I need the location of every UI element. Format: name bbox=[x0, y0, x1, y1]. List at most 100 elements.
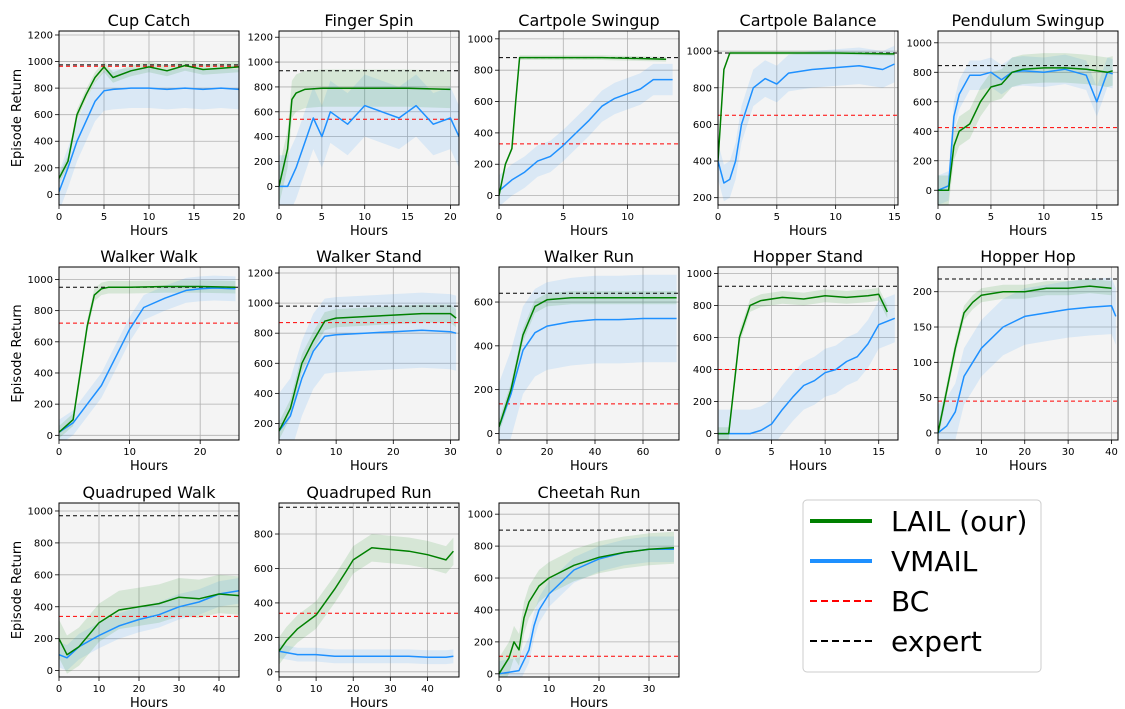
panel-title: Walker Stand bbox=[316, 247, 422, 266]
x-tick-label: 5 bbox=[988, 212, 994, 223]
vmail-series-line bbox=[938, 305, 1117, 434]
y-tick-label: 800 bbox=[34, 306, 53, 317]
lail-confidence-band bbox=[279, 69, 451, 205]
y-tick-label: 400 bbox=[34, 137, 53, 148]
legend-label: expert bbox=[891, 625, 982, 658]
vmail-confidence-band bbox=[938, 277, 1116, 440]
legend-label: BC bbox=[891, 585, 929, 618]
x-tick-label: 40 bbox=[589, 447, 602, 458]
y-tick-label: 1000 bbox=[248, 299, 273, 310]
panel-cartpole-swingup: 0 5 10 0 200 400 600 800 1000 Cartpole Swingup Hou… bbox=[468, 11, 680, 239]
lail-series-line bbox=[279, 547, 454, 652]
x-tick-label: 0 bbox=[496, 684, 502, 695]
legend-label: LAIL (our) bbox=[891, 505, 1027, 538]
x-tick-label: 30 bbox=[173, 684, 186, 695]
vmail-confidence-band bbox=[59, 275, 236, 440]
x-tick-label: 0 bbox=[496, 212, 502, 223]
plot-area bbox=[59, 275, 239, 440]
plot-area bbox=[279, 506, 459, 665]
x-tick-label: 5 bbox=[101, 212, 107, 223]
y-tick-label: 200 bbox=[474, 637, 493, 648]
legend-label: VMAIL bbox=[891, 545, 978, 578]
panel-title: Quadruped Run bbox=[306, 483, 431, 502]
plot-area bbox=[499, 55, 679, 205]
panel-frame bbox=[58, 266, 240, 441]
y-tick-label: 1000 bbox=[468, 34, 493, 45]
y-tick-label: 1000 bbox=[468, 510, 493, 521]
x-tick-label: 15 bbox=[888, 212, 901, 223]
panel-title: Cartpole Swingup bbox=[518, 11, 659, 30]
y-tick-label: 0 bbox=[47, 666, 53, 677]
x-axis-label: Hours bbox=[130, 459, 168, 474]
panel-hopper-stand: 0 5 10 15 0 200 400 600 800 1000 Hopper Stand Hours bbox=[687, 247, 899, 474]
x-tick-label: 30 bbox=[1062, 447, 1075, 458]
lail-confidence-band bbox=[59, 60, 239, 184]
y-tick-label: 0 bbox=[926, 428, 932, 439]
x-tick-label: 10 bbox=[829, 212, 842, 223]
y-tick-label: 1000 bbox=[28, 275, 53, 286]
y-tick-label: 800 bbox=[254, 82, 273, 93]
x-axis-label: Hours bbox=[130, 224, 168, 239]
panel-hopper-hop: 0 10 20 30 40 0 50 100 150 200 Hopper Hop Hours bbox=[913, 247, 1119, 474]
panel-background bbox=[279, 503, 459, 677]
y-tick-label: 1000 bbox=[907, 38, 932, 49]
x-tick-label: 0 bbox=[276, 684, 282, 695]
panel-background bbox=[59, 267, 239, 440]
y-tick-label: 150 bbox=[913, 323, 932, 334]
panel-cheetah-run: 0 10 20 30 0 200 400 600 800 1000 Cheetah Run Hours bbox=[468, 483, 680, 709]
panel-frame bbox=[937, 266, 1119, 441]
panel-title: Walker Walk bbox=[100, 247, 198, 266]
x-tick-label: 20 bbox=[194, 447, 207, 458]
vmail-series-line bbox=[938, 68, 1113, 191]
y-tick-label: 600 bbox=[913, 97, 932, 108]
vmail-series-line bbox=[59, 287, 236, 433]
panel-title: Hopper Stand bbox=[753, 247, 863, 266]
x-tick-label: 15 bbox=[188, 212, 201, 223]
y-tick-label: 0 bbox=[926, 186, 932, 197]
x-tick-label: 20 bbox=[444, 212, 457, 223]
vmail-series-line bbox=[499, 78, 673, 192]
x-axis-label: Hours bbox=[789, 224, 827, 239]
y-tick-label: 1000 bbox=[28, 506, 53, 517]
vmail-confidence-band bbox=[279, 292, 457, 440]
panel-title: Cartpole Balance bbox=[740, 11, 877, 30]
x-axis-label: Hours bbox=[570, 224, 608, 239]
panel-frame bbox=[498, 502, 680, 678]
plot-area bbox=[938, 277, 1118, 440]
plot-area bbox=[499, 529, 679, 677]
lail-series-line bbox=[279, 87, 451, 187]
plot-area bbox=[59, 515, 239, 674]
panel-pendulum-swingup: 0 5 10 15 0 200 400 600 800 1000 Pendulum Swingup H… bbox=[907, 11, 1119, 239]
y-tick-label: 600 bbox=[34, 337, 53, 348]
x-tick-label: 5 bbox=[560, 212, 566, 223]
panel-title: Hopper Hop bbox=[980, 247, 1076, 266]
y-tick-label: 400 bbox=[34, 602, 53, 613]
y-tick-label: 200 bbox=[34, 634, 53, 645]
x-tick-label: 20 bbox=[387, 447, 400, 458]
y-tick-label: 800 bbox=[254, 530, 273, 541]
plot-area bbox=[938, 53, 1118, 205]
y-tick-label: 400 bbox=[254, 132, 273, 143]
panel-walker-stand: 0 10 20 30 200 400 600 800 1000 1200 Walker Stand H… bbox=[248, 247, 460, 474]
y-axis-label: Episode Return bbox=[10, 541, 25, 639]
vmail-series-line bbox=[718, 63, 895, 184]
y-tick-label: 800 bbox=[254, 329, 273, 340]
y-tick-label: 400 bbox=[254, 389, 273, 400]
y-tick-label: 400 bbox=[693, 365, 712, 376]
panel-frame bbox=[717, 30, 899, 206]
legend-box bbox=[802, 499, 1042, 673]
y-tick-label: 200 bbox=[693, 193, 712, 204]
panel-background bbox=[938, 31, 1118, 205]
y-tick-label: 800 bbox=[34, 84, 53, 95]
lail-series-line bbox=[499, 296, 677, 428]
vmail-confidence-band bbox=[718, 45, 895, 202]
panel-background bbox=[718, 31, 898, 205]
x-tick-label: 20 bbox=[133, 684, 146, 695]
vmail-series-line bbox=[279, 104, 459, 188]
x-tick-label: 30 bbox=[643, 684, 656, 695]
